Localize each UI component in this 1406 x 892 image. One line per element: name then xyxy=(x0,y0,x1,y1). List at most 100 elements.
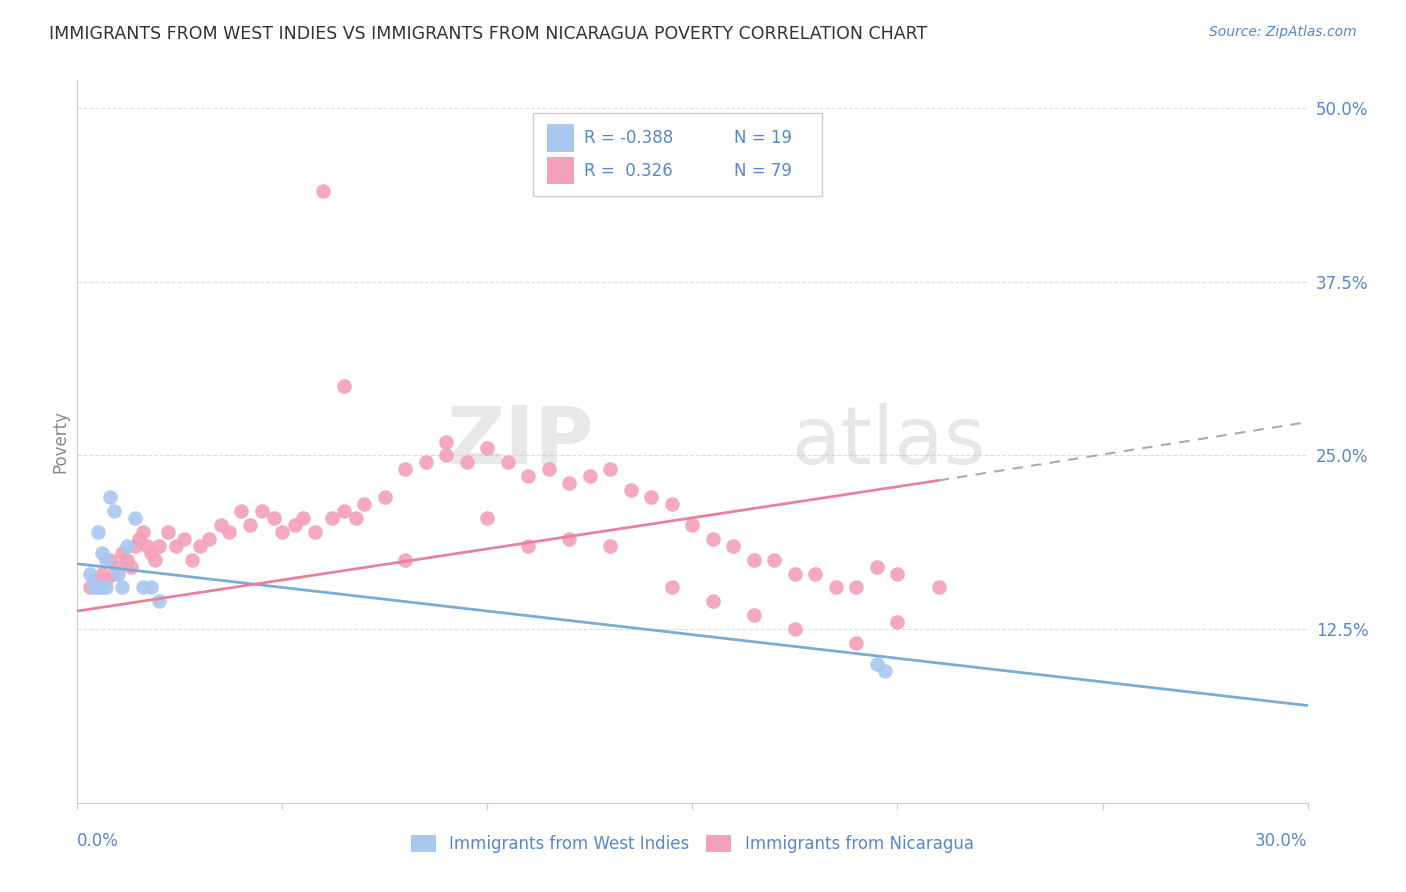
Point xyxy=(115,539,138,553)
Point xyxy=(128,532,150,546)
Point xyxy=(148,539,170,553)
Point xyxy=(87,524,110,539)
Y-axis label: Poverty: Poverty xyxy=(51,410,69,473)
Point xyxy=(517,539,540,553)
Point xyxy=(90,566,114,581)
Text: IMMIGRANTS FROM WEST INDIES VS IMMIGRANTS FROM NICARAGUA POVERTY CORRELATION CHA: IMMIGRANTS FROM WEST INDIES VS IMMIGRANT… xyxy=(49,25,928,43)
Point xyxy=(742,552,765,566)
Point xyxy=(394,462,416,476)
Point xyxy=(107,566,129,581)
Point xyxy=(103,566,125,581)
Point xyxy=(87,581,110,595)
Point xyxy=(291,511,314,525)
Point xyxy=(165,539,187,553)
Point xyxy=(143,552,166,566)
Text: 0.0%: 0.0% xyxy=(77,831,120,850)
Point xyxy=(103,504,125,518)
Point xyxy=(742,608,765,623)
Point xyxy=(661,497,683,511)
Point xyxy=(723,539,745,553)
Point xyxy=(90,581,114,595)
Point xyxy=(875,664,897,678)
Point xyxy=(181,552,204,566)
Point xyxy=(333,379,356,393)
Point xyxy=(496,455,519,469)
Point xyxy=(928,581,950,595)
Point xyxy=(415,455,437,469)
Point xyxy=(537,462,560,476)
Point xyxy=(111,546,134,560)
FancyBboxPatch shape xyxy=(533,112,821,196)
Point xyxy=(263,511,285,525)
Point xyxy=(79,566,101,581)
Text: Source: ZipAtlas.com: Source: ZipAtlas.com xyxy=(1209,25,1357,39)
Point xyxy=(239,517,262,532)
Point xyxy=(344,511,367,525)
Point xyxy=(188,539,212,553)
Point xyxy=(477,511,499,525)
Point xyxy=(156,524,179,539)
Point xyxy=(374,490,396,504)
Text: atlas: atlas xyxy=(792,402,986,481)
Point xyxy=(456,455,478,469)
Point xyxy=(148,594,170,608)
Point xyxy=(231,504,253,518)
Point xyxy=(87,581,110,595)
Point xyxy=(107,559,129,574)
Point xyxy=(599,462,621,476)
Point xyxy=(866,559,889,574)
Point xyxy=(886,615,908,630)
Point xyxy=(394,552,416,566)
Point xyxy=(197,532,219,546)
Point xyxy=(845,636,868,650)
Point xyxy=(209,517,232,532)
Point xyxy=(83,581,105,595)
Point xyxy=(558,532,581,546)
FancyBboxPatch shape xyxy=(547,124,575,152)
Point xyxy=(94,574,117,588)
Point xyxy=(115,552,138,566)
Point xyxy=(98,552,121,566)
Point xyxy=(517,469,540,483)
Point xyxy=(579,469,602,483)
Point xyxy=(804,566,827,581)
Point xyxy=(284,517,307,532)
Point xyxy=(353,497,375,511)
Point xyxy=(218,524,240,539)
Point xyxy=(333,504,356,518)
Point xyxy=(98,490,121,504)
Point xyxy=(312,185,335,199)
Point xyxy=(111,581,134,595)
Point xyxy=(783,622,806,636)
Point xyxy=(321,511,343,525)
Point xyxy=(141,546,163,560)
Point xyxy=(90,546,114,560)
Text: R = -0.388: R = -0.388 xyxy=(585,129,673,147)
Point xyxy=(120,559,142,574)
Point xyxy=(79,581,101,595)
Point xyxy=(682,517,704,532)
Point xyxy=(436,449,458,463)
Point xyxy=(124,511,146,525)
Point xyxy=(825,581,848,595)
Point xyxy=(620,483,643,498)
Point xyxy=(83,574,105,588)
Point xyxy=(250,504,273,518)
Point xyxy=(271,524,294,539)
Point xyxy=(866,657,889,671)
Text: 30.0%: 30.0% xyxy=(1256,831,1308,850)
Point xyxy=(132,524,155,539)
Text: ZIP: ZIP xyxy=(447,402,595,481)
Point xyxy=(477,442,499,456)
Point xyxy=(141,581,163,595)
Point xyxy=(702,532,724,546)
Point xyxy=(136,539,159,553)
Point xyxy=(886,566,908,581)
Legend: Immigrants from West Indies, Immigrants from Nicaragua: Immigrants from West Indies, Immigrants … xyxy=(405,828,980,860)
Point xyxy=(304,524,326,539)
Point xyxy=(558,476,581,491)
Point xyxy=(702,594,724,608)
Point xyxy=(436,434,458,449)
Text: R =  0.326: R = 0.326 xyxy=(585,161,673,179)
FancyBboxPatch shape xyxy=(547,157,575,185)
